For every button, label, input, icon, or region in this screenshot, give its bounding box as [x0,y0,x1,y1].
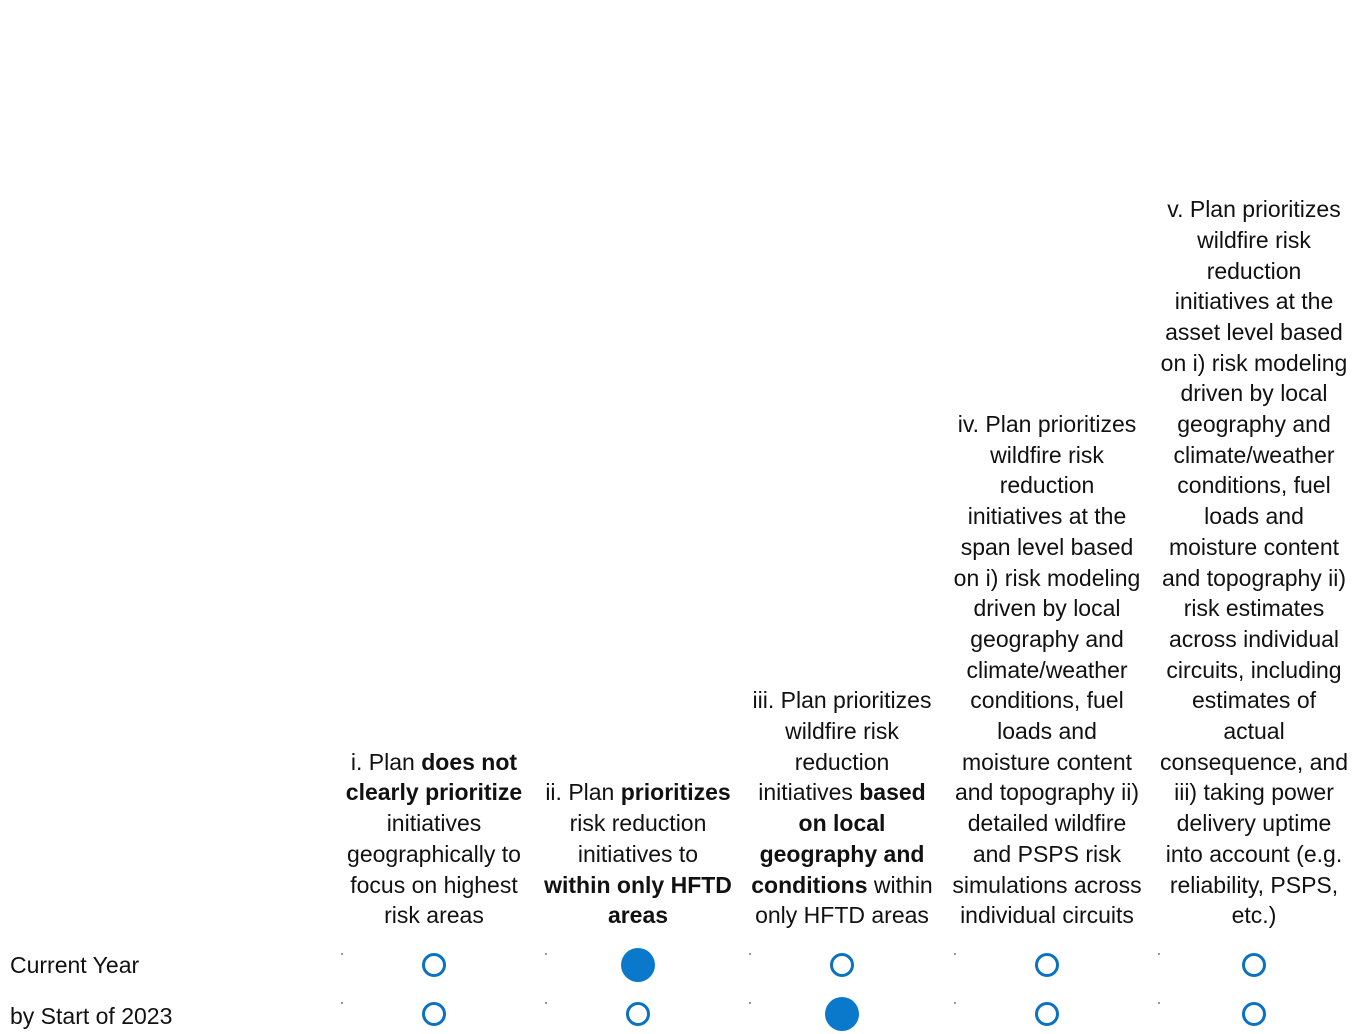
radio-button[interactable] [1242,953,1266,977]
column-header-text: ii. Plan [545,779,621,806]
radio-button-selected[interactable] [621,948,655,982]
column-header-text: i. Plan [350,748,422,775]
radio-cell[interactable] [1234,994,1274,1034]
column-header-text: v. Plan prioritizes wildfire risk reduct… [1160,196,1348,929]
column-header-text: within only HFTD areas [544,871,732,929]
row-label-current-year: Current Year [10,952,140,978]
separator-dot [749,953,751,955]
column-header-text: initiatives geographically to focus on h… [347,810,521,929]
radio-cell[interactable] [414,994,454,1034]
radio-cell[interactable] [822,945,862,985]
radio-cell[interactable] [1027,994,1067,1034]
column-header-2: ii. Plan prioritizes risk reduction init… [543,777,733,931]
column-header-text: based on local geography and conditions [751,779,926,898]
radio-button[interactable] [1035,1002,1059,1026]
separator-dot [749,1002,751,1004]
radio-button[interactable] [830,953,854,977]
separator-dot [954,1002,956,1004]
separator-dot [341,1002,343,1004]
radio-cell[interactable] [618,945,658,985]
radio-cell[interactable] [414,945,454,985]
radio-button[interactable] [422,953,446,977]
radio-button[interactable] [626,1002,650,1026]
column-header-text: iii. Plan prioritizes wildfire risk redu… [752,687,932,806]
separator-dot [1158,953,1160,955]
separator-dot [954,953,956,955]
column-header-1: i. Plan does not clearly prioritize init… [339,747,529,931]
radio-cell[interactable] [822,994,862,1034]
column-header-text: iv. Plan prioritizes wildfire risk reduc… [952,411,1142,929]
separator-dot [545,953,547,955]
row-label-start-2023: by Start of 2023 [10,1003,173,1029]
radio-button-selected[interactable] [825,997,859,1031]
radio-button[interactable] [422,1002,446,1026]
radio-button[interactable] [1035,953,1059,977]
column-header-text: within only HFTD areas [755,871,933,929]
column-header-5: v. Plan prioritizes wildfire risk reduct… [1159,194,1349,931]
column-header-text: risk reduction initiatives to [569,810,707,867]
separator-dot [545,1002,547,1004]
separator-dot [341,953,343,955]
column-header-4: iv. Plan prioritizes wildfire risk reduc… [952,409,1142,931]
radio-cell[interactable] [618,994,658,1034]
column-header-text: prioritizes [620,779,731,806]
column-header-text: does not clearly prioritize [345,748,523,806]
radio-button[interactable] [1242,1002,1266,1026]
radio-cell[interactable] [1234,945,1274,985]
separator-dot [1158,1002,1160,1004]
radio-cell[interactable] [1027,945,1067,985]
column-header-3: iii. Plan prioritizes wildfire risk redu… [747,685,937,931]
